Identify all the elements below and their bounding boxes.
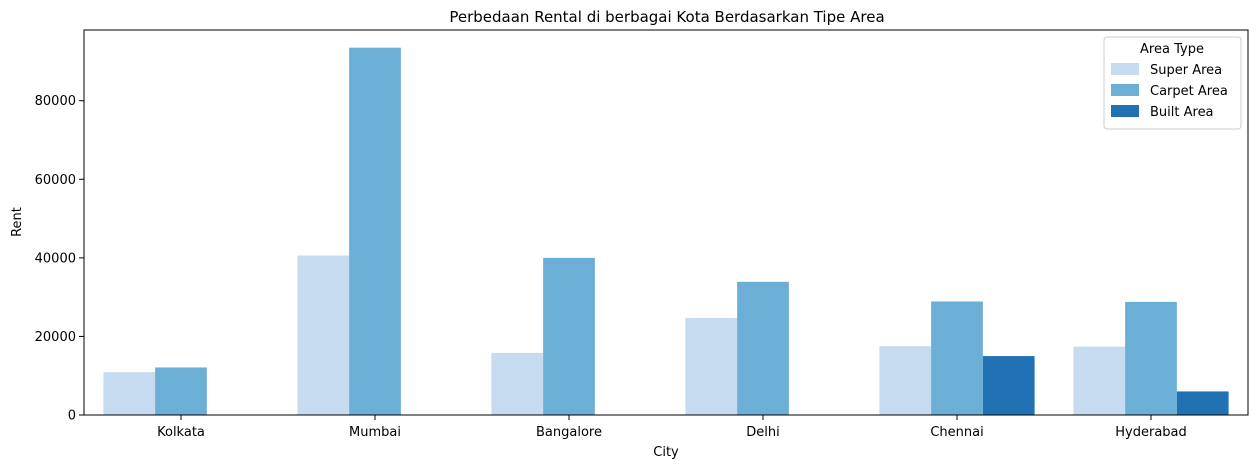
bar: [931, 301, 983, 415]
legend-swatch: [1111, 63, 1139, 75]
plot-frame: [83, 29, 1249, 416]
x-tick-label: Chennai: [930, 425, 983, 440]
bar: [349, 47, 401, 416]
x-axis: Kolkata Mumbai Bangalore Delhi Chennai Hydera…: [157, 415, 1187, 440]
bar: [982, 356, 1035, 415]
y-tick-label: 20000: [35, 330, 76, 345]
x-tick-label: Bangalore: [536, 425, 602, 440]
legend-label: Carpet Area: [1150, 84, 1228, 99]
y-tick-label: 60000: [35, 173, 76, 188]
bar: [879, 346, 932, 415]
legend-label: Super Area: [1150, 63, 1222, 78]
x-tick-label: Delhi: [746, 425, 779, 440]
legend-swatch: [1111, 105, 1139, 117]
bar: [1073, 346, 1126, 415]
y-tick-label: 40000: [35, 251, 76, 266]
y-tick-label: 80000: [35, 94, 76, 109]
x-axis-label: City: [653, 445, 679, 460]
y-axis-label: Rent: [10, 207, 25, 237]
bar: [1176, 391, 1229, 415]
y-axis: 0 20000 40000 60000 80000: [35, 94, 84, 424]
bar: [685, 317, 738, 415]
x-tick-label: Kolkata: [157, 425, 205, 440]
legend-label: Built Area: [1150, 105, 1214, 120]
bars-group: [103, 47, 1229, 416]
legend-swatch: [1111, 84, 1139, 96]
bar: [543, 257, 595, 415]
x-tick-label: Mumbai: [349, 425, 401, 440]
legend: Area Type Super Area Carpet Area Built Are…: [1103, 36, 1242, 130]
legend-title: Area Type: [1140, 42, 1204, 57]
bar: [1125, 301, 1177, 415]
bar: [155, 367, 207, 415]
bar: [737, 281, 789, 415]
x-tick-label: Hyderabad: [1115, 425, 1187, 440]
bar: [297, 255, 350, 415]
y-tick-label: 0: [68, 409, 76, 424]
chart-title: Perbedaan Rental di berbagai Kota Berdas…: [449, 8, 884, 26]
bar: [103, 372, 156, 415]
bar: [491, 352, 544, 415]
